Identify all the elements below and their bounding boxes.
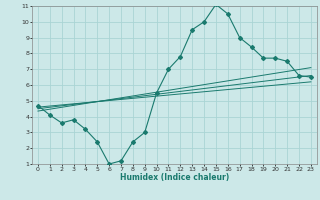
X-axis label: Humidex (Indice chaleur): Humidex (Indice chaleur): [120, 173, 229, 182]
